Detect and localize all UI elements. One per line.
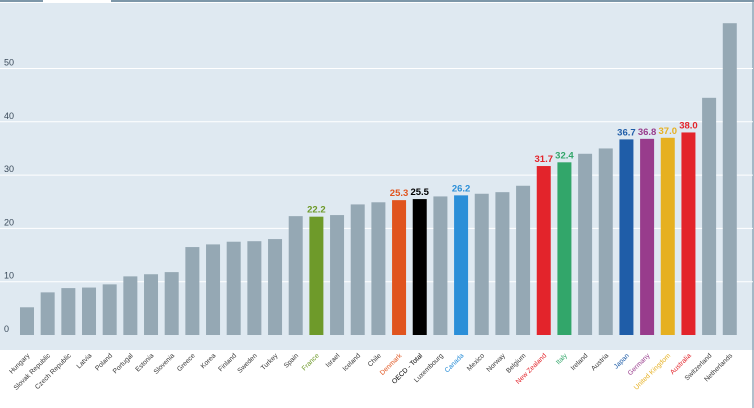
bar-israel <box>330 215 345 335</box>
value-label-australia: 38.0 <box>679 120 698 131</box>
value-label-italy: 32.4 <box>555 150 574 161</box>
x-label-sweden: Sweden <box>236 352 258 374</box>
x-label-israel: Israel <box>325 352 342 369</box>
bar-norway <box>495 192 510 335</box>
frame-top-border <box>0 0 754 2</box>
x-label-greece: Greece <box>176 352 197 373</box>
value-label-france: 22.2 <box>307 205 326 216</box>
bar-japan <box>619 139 634 335</box>
bar-korea <box>206 244 221 335</box>
value-labels: 22.2 25.3 25.5 26.2 31.7 32.4 36.7 36.8 37.0 38.0 <box>307 120 698 215</box>
bar-denmark <box>392 200 407 335</box>
x-label-mexico: Mexico <box>466 352 486 372</box>
value-label-new-zealand: 31.7 <box>535 154 554 165</box>
bar-slovak-republic <box>40 292 55 335</box>
bars <box>20 23 737 335</box>
y-tick-label-0: 0 <box>4 324 9 334</box>
bar-slovenia <box>164 272 179 335</box>
bar-latvia <box>82 287 97 335</box>
bar-ireland <box>578 153 593 335</box>
bar-spain <box>288 216 303 335</box>
header-tab <box>43 0 111 3</box>
bar-germany <box>640 138 655 335</box>
bar-estonia <box>144 274 159 335</box>
x-label-japan: Japan <box>613 352 631 370</box>
bar-oecd-total <box>412 199 427 335</box>
bar-new-zealand <box>536 166 551 335</box>
x-label-poland: Poland <box>94 352 114 372</box>
x-label-slovenia: Slovenia <box>153 352 177 376</box>
bar-netherlands <box>722 23 737 335</box>
bar-luxembourg <box>433 196 448 335</box>
value-label-japan: 36.7 <box>617 127 636 138</box>
x-label-czech-republic: Czech Republic <box>34 352 73 391</box>
bar-united-kingdom <box>660 137 675 335</box>
x-label-finland: Finland <box>217 352 238 373</box>
bar-belgium <box>516 185 531 335</box>
bar-chile <box>371 202 386 335</box>
bar-greece <box>185 247 200 335</box>
value-label-oecd-total: 25.5 <box>410 187 429 198</box>
y-tick-label-30: 30 <box>4 164 14 174</box>
y-axis-ticks: 0 10 20 30 40 50 <box>4 58 14 335</box>
value-label-canada: 26.2 <box>452 183 471 194</box>
bar-portugal <box>123 276 138 335</box>
value-label-denmark: 25.3 <box>390 188 409 199</box>
x-label-spain: Spain <box>283 352 300 369</box>
y-tick-label-40: 40 <box>4 111 14 121</box>
x-label-ireland: Ireland <box>570 352 590 372</box>
bar-france <box>309 216 324 335</box>
y-tick-label-20: 20 <box>4 217 14 227</box>
bar-turkey <box>268 239 283 335</box>
x-label-norway: Norway <box>486 352 508 374</box>
bar-mexico <box>474 193 489 335</box>
bar-finland <box>226 241 241 335</box>
bar-czech-republic <box>61 288 76 335</box>
bar-austria <box>598 148 613 335</box>
bar-switzerland <box>702 97 717 335</box>
bar-italy <box>557 162 572 335</box>
bar-hungary <box>20 307 34 335</box>
x-label-iceland: Iceland <box>342 352 363 373</box>
value-label-germany: 36.8 <box>638 127 657 138</box>
x-label-chile: Chile <box>367 352 383 368</box>
bar-australia <box>681 132 696 335</box>
bar-iceland <box>350 204 365 335</box>
x-label-united-kingdom: United Kingdom <box>633 352 672 391</box>
x-label-france: France <box>301 352 321 372</box>
y-tick-label-10: 10 <box>4 271 14 281</box>
x-label-korea: Korea <box>200 352 218 370</box>
x-label-turkey: Turkey <box>260 352 280 372</box>
x-label-slovak-republic: Slovak Republic <box>13 352 53 392</box>
x-label-latvia: Latvia <box>76 352 94 370</box>
x-label-austria: Austria <box>590 352 610 372</box>
y-tick-label-50: 50 <box>4 58 14 68</box>
bar-sweden <box>247 241 262 335</box>
bar-poland <box>102 284 117 335</box>
value-label-united-kingdom: 37.0 <box>659 126 678 137</box>
x-label-portugal: Portugal <box>112 352 135 375</box>
x-label-italy: Italy <box>555 352 569 366</box>
x-label-canada: Canada <box>444 352 466 374</box>
bar-canada <box>454 195 469 335</box>
